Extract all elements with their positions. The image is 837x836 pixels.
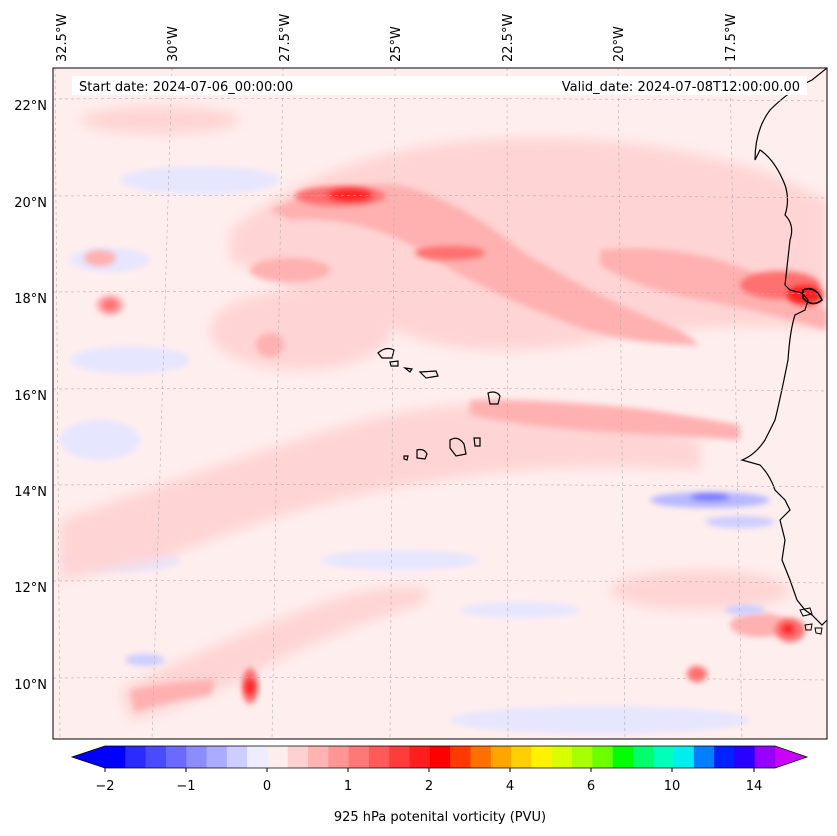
colorbar-tick-label: 4 [506, 779, 514, 794]
map-gridlines [53, 68, 827, 739]
colorbar-segment [105, 746, 126, 768]
lon-label: 27.5°W [278, 14, 293, 62]
colorbar-segment [429, 746, 451, 768]
colorbar-segment [673, 746, 695, 768]
map-plot-area [53, 68, 827, 739]
lon-label: 32.5°W [55, 14, 70, 62]
date-info-box [72, 76, 807, 95]
latitude-labels: 22°N 20°N 18°N 16°N 14°N 12°N 10°N [14, 99, 47, 693]
colorbar-segment [734, 746, 756, 768]
cape-verde-islands [377, 347, 501, 461]
colorbar-segment [754, 746, 776, 768]
colorbar-tick-labels: −2 −1 0 1 2 4 6 10 14 [95, 779, 762, 794]
colorbar-segment [145, 746, 167, 768]
colorbar-segment [693, 746, 715, 768]
colorbar-tick-label: 1 [344, 779, 352, 794]
map-frame [52, 67, 828, 740]
colorbar-label: 925 hPa potenital vorticity (PVU) [334, 810, 546, 825]
lon-label: 25°W [389, 26, 404, 62]
lat-label: 22°N [14, 99, 47, 114]
colorbar-tick-label: 14 [746, 779, 763, 794]
colorbar-segment [714, 746, 735, 768]
lon-label: 30°W [166, 26, 181, 62]
colorbar-tick-label: −2 [95, 779, 114, 794]
coastal-lagoon [802, 287, 823, 305]
colorbar-segment [328, 746, 350, 768]
colorbar-segments [105, 746, 776, 768]
colorbar-segment [348, 746, 370, 768]
colorbar-segment [287, 746, 309, 768]
lat-label: 14°N [14, 485, 47, 500]
colorbar-segment [186, 746, 208, 768]
colorbar-segment [632, 746, 654, 768]
pv-bands-medium [84, 184, 827, 712]
colorbar-tick-label: 2 [425, 779, 433, 794]
start-date-text: Start date: 2024-07-06_00:00:00 [79, 80, 293, 95]
valid-date-text: Valid_date: 2024-07-08T12:00:00.00 [562, 80, 800, 95]
bissagos-islands [799, 607, 823, 635]
lat-label: 10°N [14, 678, 47, 693]
lon-label: 22.5°W [501, 14, 516, 62]
colorbar-segment [226, 746, 248, 768]
colorbar-segment [267, 746, 289, 768]
colorbar-segment [571, 746, 593, 768]
colorbar-over-arrow [775, 746, 807, 768]
colorbar-segment [592, 746, 614, 768]
colorbar-segment [612, 746, 634, 768]
colorbar-tick-label: 6 [587, 779, 595, 794]
lon-label: 20°W [612, 26, 627, 62]
colorbar-segment [125, 746, 147, 768]
pv-negative-coast [125, 492, 775, 666]
colorbar-under-arrow [72, 746, 105, 768]
lat-label: 18°N [14, 292, 47, 307]
colorbar-segment [409, 746, 431, 768]
colorbar-ticks [104, 768, 755, 772]
colorbar-tick-label: 10 [664, 779, 681, 794]
colorbar-segment [206, 746, 228, 768]
colorbar-segment [368, 746, 390, 768]
lat-label: 16°N [14, 389, 47, 404]
lat-label: 20°N [14, 196, 47, 211]
colorbar-segment [551, 746, 573, 768]
colorbar-segment [308, 746, 329, 768]
colorbar-segment [450, 746, 472, 768]
colorbar-segment [511, 746, 532, 768]
longitude-labels: 32.5°W 30°W 27.5°W 25°W 22.5°W 20°W 17.5… [55, 14, 739, 62]
colorbar-segment [531, 746, 553, 768]
colorbar-segment [470, 746, 492, 768]
colorbar-segment [389, 746, 411, 768]
colorbar-segment [247, 746, 269, 768]
lon-label: 17.5°W [724, 14, 739, 62]
colorbar-segment [490, 746, 512, 768]
lat-label: 12°N [14, 581, 47, 596]
colorbar-tick-label: −1 [176, 779, 195, 794]
west-africa-coastline [740, 68, 827, 626]
colorbar-tick-label: 0 [263, 779, 271, 794]
colorbar-segment [165, 746, 187, 768]
colorbar: −2 −1 0 1 2 4 6 10 14 925 hPa potenital … [70, 745, 809, 825]
colorbar-segment [653, 746, 675, 768]
